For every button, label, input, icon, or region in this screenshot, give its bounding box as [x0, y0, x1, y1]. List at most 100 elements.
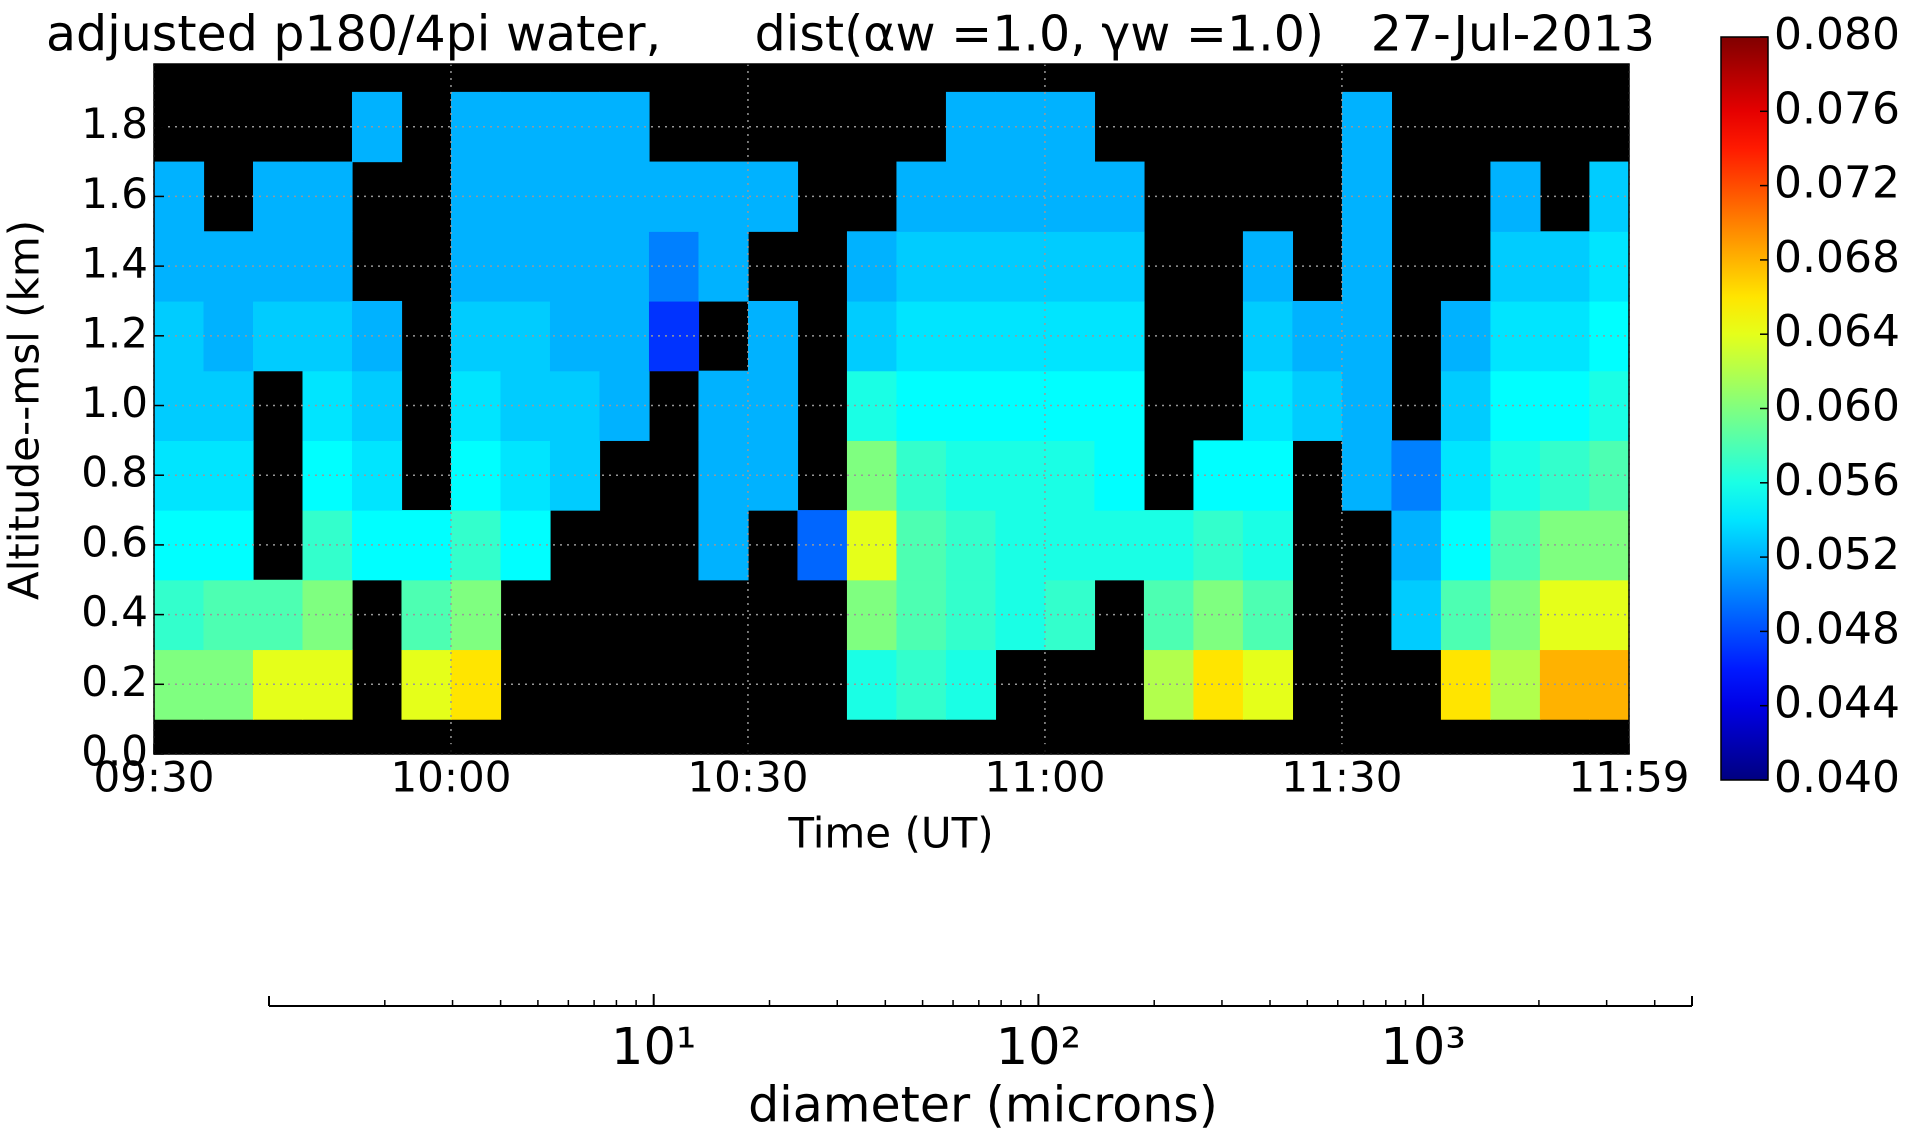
y-tick-label: 1.6 [81, 169, 148, 218]
colorbar-tick-label: 0.044 [1774, 678, 1900, 729]
heatmap-cell [1440, 510, 1492, 581]
heatmap-cell [698, 510, 749, 581]
heatmap-cell [302, 231, 353, 302]
heatmap-cell [1440, 649, 1492, 720]
y-tick-label: 0.4 [81, 587, 148, 636]
heatmap-cell [1490, 161, 1541, 232]
colorbar-tick-label: 0.068 [1774, 232, 1900, 283]
heatmap-cell [1094, 231, 1145, 302]
heatmap-cell [1094, 300, 1145, 372]
x-tick-label: 11:59 [1568, 753, 1689, 802]
heatmap-cell [302, 510, 353, 581]
heatmap-cell [302, 370, 353, 441]
heatmap-cell [1044, 510, 1096, 581]
heatmap-cell [648, 161, 700, 232]
heatmap-cell [401, 649, 452, 720]
plot-frame [153, 63, 1630, 755]
heatmap-cells [154, 91, 1629, 720]
heatmap-cell [302, 440, 353, 511]
heatmap-cell [302, 300, 353, 372]
heatmap-cell [1044, 231, 1096, 302]
heatmap-cell [1440, 300, 1492, 372]
heatmap-cell [1044, 579, 1096, 651]
colorbar-tick-label: 0.076 [1774, 83, 1900, 134]
heatmap-cell [1490, 300, 1541, 372]
y-tick-label: 1.2 [81, 308, 148, 357]
colorbar-tick-label: 0.056 [1774, 455, 1900, 506]
colorbar-tick-label: 0.052 [1774, 529, 1900, 580]
heatmap-cell [1044, 370, 1096, 441]
heatmap-cell [1094, 510, 1145, 581]
heatmap-cell [302, 579, 353, 651]
heatmap-cell [747, 300, 799, 372]
heatmap-cell [747, 161, 799, 232]
heatmap-cell [1440, 579, 1492, 651]
x-tick-label: 10² [996, 1018, 1081, 1077]
x-tick-label: 09:30 [93, 753, 214, 802]
heatmap-cell [1490, 370, 1541, 441]
x-axis-label: Time (UT) [787, 809, 993, 858]
y-tick-label: 0.6 [81, 517, 148, 566]
heatmap-cell [1490, 231, 1541, 302]
x-axis-label: diameter (microns) [748, 1077, 1218, 1134]
heatmap-cell [1094, 161, 1145, 232]
heatmap-cell [1143, 649, 1195, 720]
heatmap-cell [1391, 510, 1442, 581]
heatmap-cell [648, 300, 700, 372]
heatmap-cell [401, 510, 452, 581]
heatmap-cell [1589, 370, 1629, 441]
heatmap-cell [1143, 579, 1195, 651]
heatmap-cell [648, 231, 700, 302]
y-tick-label: 1.4 [81, 239, 148, 288]
x-tick-label: 10¹ [611, 1018, 696, 1077]
heatmap-cell [351, 440, 403, 511]
heatmap-cell [1143, 510, 1195, 581]
heatmap-cell [1094, 370, 1145, 441]
heatmap-cell [1589, 300, 1629, 372]
colorbar-tick-label: 0.040 [1774, 752, 1900, 803]
heatmap-cell [1044, 300, 1096, 372]
heatmap-cell [1589, 579, 1629, 651]
y-axis-label: Altitude--msl (km) [0, 220, 49, 600]
heatmap-cell [698, 440, 749, 511]
heatmap-cell [698, 231, 749, 302]
chart-title: adjusted p180/4pi water, dist(αw =1.0, γ… [46, 6, 1655, 63]
heatmap-cell [1589, 510, 1629, 581]
heatmap-cell [1589, 161, 1629, 232]
y-tick-label: 0.0 [81, 727, 148, 776]
heatmap-cell [747, 440, 799, 511]
y-tick-label: 0.8 [81, 448, 148, 497]
heatmap-cell [1044, 161, 1096, 232]
heatmap-cell [302, 649, 353, 720]
x-tick-label: 10:30 [687, 753, 808, 802]
x-tick-label: 10:00 [390, 753, 511, 802]
x-tick-label: 10³ [1380, 1018, 1465, 1077]
heatmap-cell [1490, 510, 1541, 581]
y-tick-label: 0.2 [81, 657, 148, 706]
colorbar-tick-label: 0.072 [1774, 158, 1900, 209]
colorbar-tick-label: 0.064 [1774, 306, 1900, 357]
colorbar-tick-label: 0.060 [1774, 381, 1900, 432]
y-tick-label: 1.0 [81, 378, 148, 427]
y-tick-label: 1.8 [81, 99, 148, 148]
heatmap-cell [1490, 440, 1541, 511]
heatmap-cell [747, 370, 799, 441]
colorbar-tick-label: 0.048 [1774, 603, 1900, 654]
heatmap-cell [1440, 370, 1492, 441]
heatmap-cell [1044, 440, 1096, 511]
heatmap-cell [698, 161, 749, 232]
x-tick-label: 11:30 [1281, 753, 1402, 802]
heatmap-cell [302, 161, 353, 232]
heatmap-cell [698, 370, 749, 441]
heatmap-cell [351, 370, 403, 441]
x-tick-label: 11:00 [984, 753, 1105, 802]
heatmap-cell [1490, 579, 1541, 651]
heatmap-cell [1391, 440, 1442, 511]
heatmap-cell [1589, 649, 1629, 720]
heatmap-cell [1094, 440, 1145, 511]
heatmap-cell [1440, 440, 1492, 511]
heatmap-cell [351, 91, 403, 163]
heatmap-cell [1391, 579, 1442, 651]
heatmap-cell [1589, 231, 1629, 302]
